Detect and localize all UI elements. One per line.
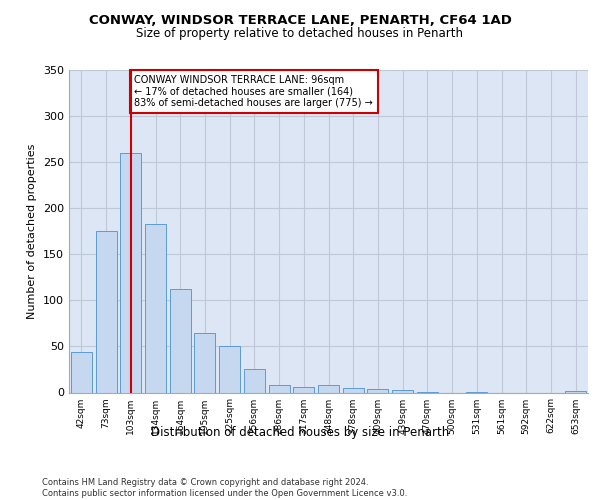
Text: Contains HM Land Registry data © Crown copyright and database right 2024.
Contai: Contains HM Land Registry data © Crown c… bbox=[42, 478, 407, 498]
Bar bbox=[145, 224, 166, 392]
Bar bbox=[219, 346, 240, 393]
Bar bbox=[565, 390, 586, 392]
Bar bbox=[318, 385, 339, 392]
Bar bbox=[71, 352, 92, 393]
Bar bbox=[392, 390, 413, 392]
Bar bbox=[343, 388, 364, 392]
Bar bbox=[95, 231, 116, 392]
Bar bbox=[194, 332, 215, 392]
Text: CONWAY WINDSOR TERRACE LANE: 96sqm
← 17% of detached houses are smaller (164)
83: CONWAY WINDSOR TERRACE LANE: 96sqm ← 17%… bbox=[134, 74, 373, 108]
Bar bbox=[120, 153, 141, 392]
Bar bbox=[293, 387, 314, 392]
Bar bbox=[170, 290, 191, 393]
Text: Distribution of detached houses by size in Penarth: Distribution of detached houses by size … bbox=[151, 426, 449, 439]
Bar bbox=[244, 370, 265, 392]
Y-axis label: Number of detached properties: Number of detached properties bbox=[28, 144, 37, 319]
Bar bbox=[269, 385, 290, 392]
Bar bbox=[367, 389, 388, 392]
Text: CONWAY, WINDSOR TERRACE LANE, PENARTH, CF64 1AD: CONWAY, WINDSOR TERRACE LANE, PENARTH, C… bbox=[89, 14, 511, 26]
Text: Size of property relative to detached houses in Penarth: Size of property relative to detached ho… bbox=[137, 28, 464, 40]
